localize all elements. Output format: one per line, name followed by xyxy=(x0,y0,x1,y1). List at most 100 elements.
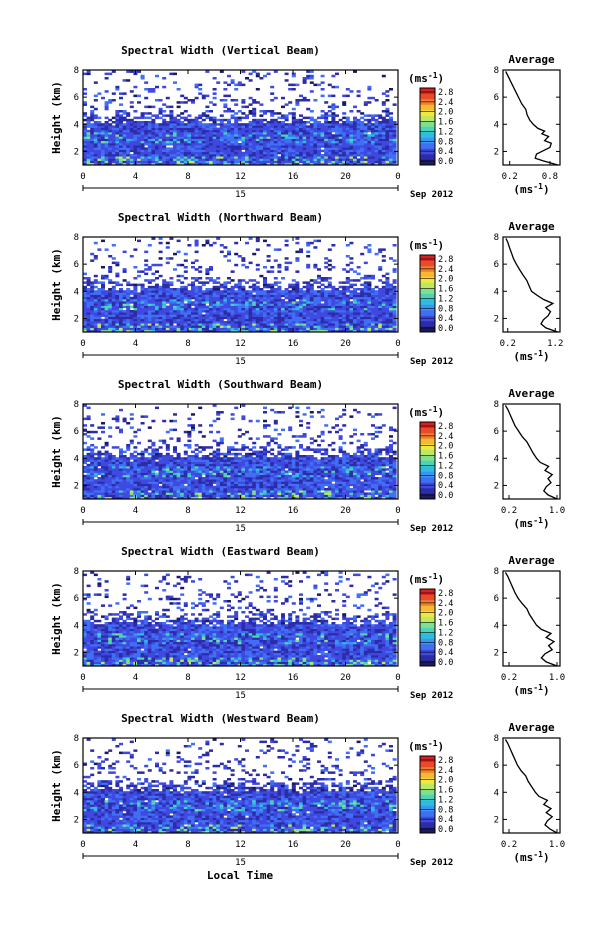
heatmap-cell xyxy=(180,154,185,157)
heatmap-cell xyxy=(252,129,257,133)
colorbar-tick-label: 2.0 xyxy=(438,108,453,118)
heatmap-cell xyxy=(248,129,253,133)
heatmap-cell xyxy=(180,290,185,293)
heatmap-cell xyxy=(389,329,393,333)
heatmap-cell xyxy=(147,494,152,498)
heatmap-cell xyxy=(115,483,120,487)
heatmap-cell xyxy=(93,279,98,282)
heatmap-cell xyxy=(241,323,246,326)
heatmap-cell xyxy=(281,114,285,117)
heatmap-cell xyxy=(327,132,332,135)
heatmap-cell xyxy=(209,154,213,157)
heatmap-cell xyxy=(216,134,221,137)
heatmap-cell xyxy=(212,290,217,293)
heatmap-cell xyxy=(385,129,390,133)
heatmap-cell xyxy=(93,151,98,155)
heatmap-cell xyxy=(133,470,138,473)
heatmap-cell xyxy=(83,149,87,153)
heatmap-cell xyxy=(93,121,98,124)
heatmap-cell xyxy=(180,136,185,139)
heatmap-cell xyxy=(327,301,332,304)
heatmap-cell xyxy=(363,156,368,159)
heatmap-cell xyxy=(115,417,120,421)
heatmap-cell xyxy=(140,455,145,458)
heatmap-cell xyxy=(284,244,289,247)
heatmap-cell xyxy=(101,147,105,150)
heatmap-cell xyxy=(194,329,199,333)
heatmap-cell xyxy=(140,134,145,137)
heatmap-cell xyxy=(371,290,375,293)
heatmap-cell xyxy=(93,470,98,473)
heatmap-cell xyxy=(126,70,131,73)
heatmap-cell xyxy=(302,321,307,324)
heatmap-cell xyxy=(241,290,246,293)
heatmap-cell xyxy=(263,329,267,333)
heatmap-cell xyxy=(291,305,296,309)
heatmap-cell xyxy=(227,305,231,309)
heatmap-cell xyxy=(270,288,275,291)
heatmap-cell xyxy=(227,310,231,313)
heatmap-cell xyxy=(158,123,163,126)
heatmap-cell xyxy=(371,305,375,309)
heatmap-cell xyxy=(392,125,397,128)
heatmap-cell xyxy=(245,156,249,159)
heatmap-cell xyxy=(320,299,325,302)
heatmap-cell xyxy=(367,127,372,131)
colorbar-unit-sup: -1 xyxy=(428,238,438,247)
heatmap-cell xyxy=(259,310,264,313)
heatmap-cell xyxy=(180,160,185,164)
heatmap-cell xyxy=(122,294,127,298)
heatmap-cell xyxy=(155,490,159,493)
heatmap-cell xyxy=(83,134,87,137)
heatmap-cell xyxy=(295,123,300,126)
heatmap-cell xyxy=(137,452,141,456)
heatmap-cell xyxy=(209,327,213,331)
heatmap-cell xyxy=(295,101,300,104)
heatmap-cell xyxy=(93,94,98,98)
heatmap-cell xyxy=(151,237,156,240)
heatmap-cell xyxy=(227,296,231,300)
heatmap-cell xyxy=(194,244,199,247)
heatmap-cell xyxy=(313,316,318,320)
colorbar-swatch xyxy=(420,310,435,316)
heatmap-cell xyxy=(90,296,95,300)
heatmap-cell xyxy=(374,305,379,309)
heatmap-cell xyxy=(295,323,300,326)
heatmap-cell xyxy=(223,118,228,122)
heatmap-cell xyxy=(309,125,314,128)
heatmap-cell xyxy=(299,114,303,117)
heatmap-cell xyxy=(86,145,91,148)
heatmap-cell xyxy=(90,140,95,144)
heatmap-cell xyxy=(198,316,203,320)
heatmap-cell xyxy=(155,85,159,89)
heatmap-cell xyxy=(137,470,141,473)
heatmap-cell xyxy=(165,292,170,295)
heatmap-cell xyxy=(104,72,109,76)
heatmap-cell xyxy=(342,112,347,115)
heatmap-cell xyxy=(165,446,170,449)
heatmap-cell xyxy=(223,160,228,164)
heatmap-cell xyxy=(155,329,159,333)
heatmap-cell xyxy=(266,72,271,76)
heatmap-cell xyxy=(295,147,300,150)
heatmap-cell xyxy=(227,312,231,315)
heatmap-cell xyxy=(389,285,393,289)
heatmap-cell xyxy=(165,162,170,166)
heatmap-cell xyxy=(367,123,372,126)
heatmap-cell xyxy=(248,79,253,82)
heatmap-cell xyxy=(331,147,336,150)
heatmap-cell xyxy=(165,494,170,498)
heatmap-cell xyxy=(219,303,224,306)
heatmap-cell xyxy=(97,305,102,309)
heatmap-cell xyxy=(158,107,163,111)
heatmap-cell xyxy=(137,329,141,333)
heatmap-cell xyxy=(176,294,181,298)
heatmap-cell xyxy=(90,149,95,153)
heatmap-cell xyxy=(144,477,149,480)
heatmap-cell xyxy=(86,316,91,320)
heatmap-cell xyxy=(169,294,174,298)
heatmap-cell xyxy=(180,127,185,131)
heatmap-cell xyxy=(331,162,336,166)
heatmap-cell xyxy=(155,455,159,458)
heatmap-cell xyxy=(97,116,102,120)
